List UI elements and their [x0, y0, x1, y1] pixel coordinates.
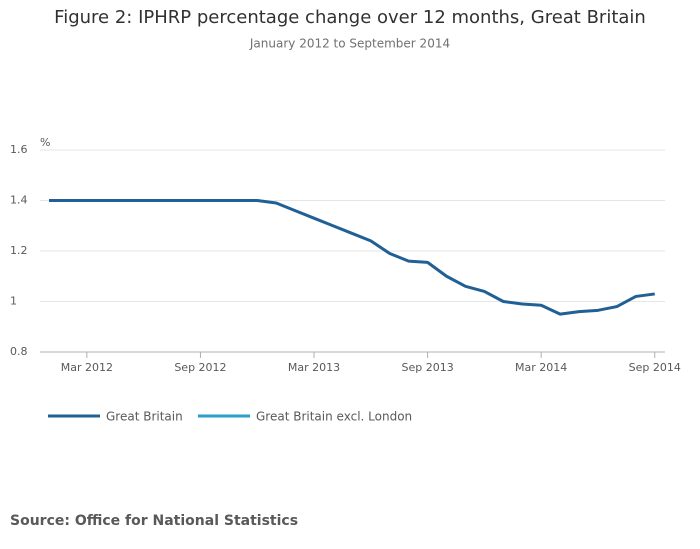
chart-subtitle: January 2012 to September 2014: [249, 37, 450, 51]
x-tick-label: Mar 2012: [61, 361, 113, 374]
y-tick-label: 1.2: [10, 244, 28, 257]
x-tick-label: Sep 2013: [401, 361, 453, 374]
x-tick-label: Mar 2013: [288, 361, 340, 374]
y-tick-label: 1.4: [10, 194, 28, 207]
source: Source: Office for National Statistics: [10, 513, 298, 529]
x-tick-label: Sep 2014: [629, 361, 681, 374]
x-tick-label: Sep 2012: [174, 361, 226, 374]
y-tick-label: 1.6: [10, 143, 28, 156]
legend-label: Great Britain: [106, 410, 183, 424]
legend-label: Great Britain excl. London: [256, 410, 412, 424]
series-line: [49, 199, 655, 316]
y-tick-label: 1: [10, 295, 17, 308]
x-tick-label: Mar 2014: [515, 361, 567, 374]
y-tick-label: 0.8: [10, 345, 28, 358]
y-axis-label: %: [40, 136, 50, 149]
chart-title: Figure 2: IPHRP percentage change over 1…: [54, 7, 646, 28]
